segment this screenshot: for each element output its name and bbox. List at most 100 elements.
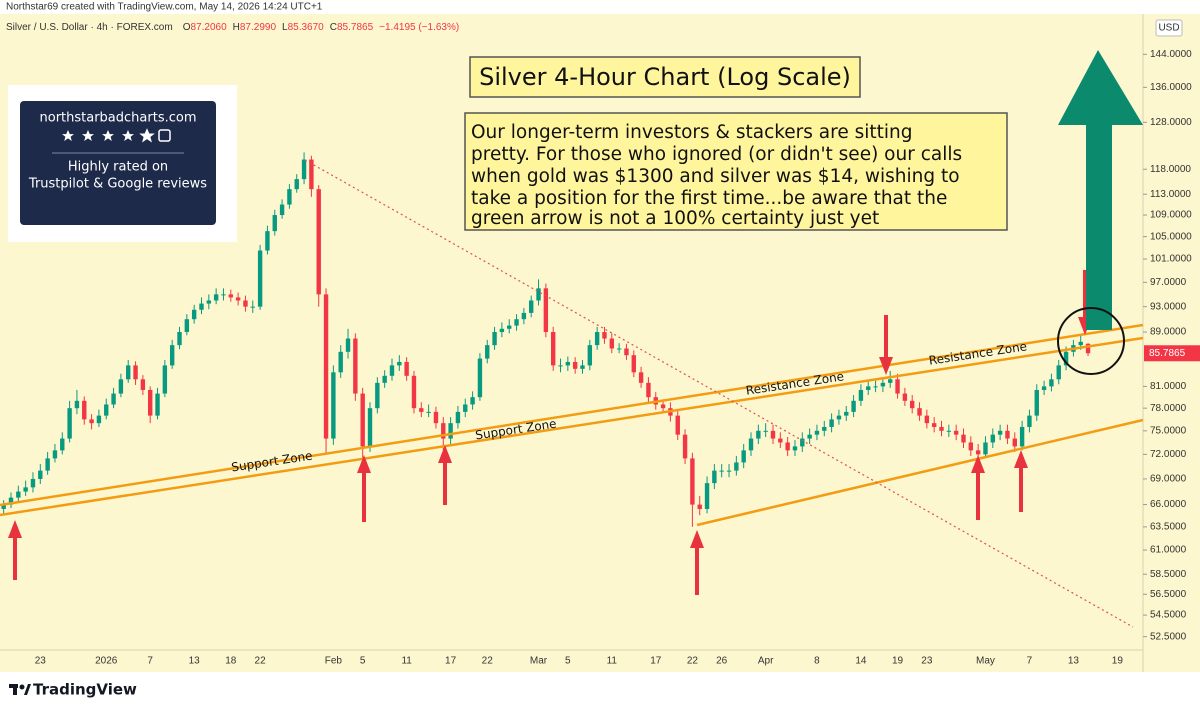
candle-body (953, 430, 959, 435)
candle-body (550, 332, 556, 366)
candle-body (902, 393, 908, 401)
candle-body (917, 408, 922, 416)
candle-body (16, 491, 21, 498)
candle-body (1, 504, 6, 509)
candle-body (279, 204, 285, 216)
candle-body (990, 434, 995, 443)
y-tick-label: 75.0000 (1150, 425, 1187, 436)
candle-body (191, 309, 197, 320)
note-box (464, 112, 1008, 231)
candle-body (265, 231, 270, 251)
candle-body (565, 361, 571, 366)
candle-body (844, 411, 849, 416)
y-tick-label: 93.0000 (1150, 301, 1187, 312)
candle-body (287, 189, 292, 205)
candle-body (1049, 379, 1054, 387)
candle-body (243, 300, 248, 307)
x-tick-label: 19 (892, 656, 904, 667)
y-tick-label: 144.0000 (1150, 49, 1192, 60)
badge-line2: Trustpilot & Google reviews (28, 177, 207, 192)
y-tick-label: 63.5000 (1150, 522, 1187, 533)
star (82, 130, 94, 141)
candle-body (426, 411, 431, 413)
candle-body (851, 400, 856, 412)
candle-body (257, 250, 263, 307)
candle-body (822, 426, 827, 431)
candle-body (60, 438, 65, 451)
candle-body (228, 294, 233, 298)
y-tick-label: 128.0000 (1150, 117, 1192, 128)
candle-body (895, 379, 900, 394)
candle-body (529, 300, 534, 313)
candle-body (375, 382, 380, 409)
candle-body (888, 379, 893, 383)
candle-body (294, 179, 299, 190)
badge (20, 101, 216, 225)
candle-body (389, 365, 395, 376)
candle-body (221, 294, 226, 296)
note-line: green arrow is not a 100% certainty just… (471, 208, 879, 229)
candle-body (309, 159, 314, 190)
candle-body (543, 288, 549, 333)
candle-body (74, 400, 80, 409)
candle-body (38, 470, 43, 479)
credit: Northstar69 created with TradingView.com… (6, 2, 323, 13)
currency-box[interactable] (1155, 19, 1183, 37)
y-tick-label: 113.0000 (1150, 189, 1191, 200)
candle-body (360, 393, 365, 447)
y-tick-label: 81.0000 (1150, 381, 1187, 392)
candle-body (485, 345, 490, 359)
candle-body (616, 348, 622, 350)
stars (62, 128, 155, 143)
y-tick-label: 78.0000 (1150, 403, 1187, 414)
x-tick-label: 13 (189, 656, 201, 667)
candle-body (477, 358, 483, 398)
candle-body (448, 423, 453, 439)
candle-body (741, 450, 746, 463)
candle-body (235, 297, 241, 301)
x-tick-label: 22 (255, 656, 267, 667)
candle-body (213, 294, 219, 301)
candle-body (704, 483, 710, 509)
x-tick-label: 17 (650, 656, 662, 667)
last-price-label: 85.7865 (1149, 348, 1186, 359)
candle-body (382, 375, 387, 383)
red-arrow (971, 455, 985, 520)
candle-body (126, 365, 131, 380)
x-tick-label: Apr (758, 656, 774, 667)
note-line: Our longer-term investors & stackers are… (471, 122, 913, 143)
candle-body (323, 294, 329, 439)
candle-body (404, 361, 409, 376)
x-tick-label: 2026 (95, 656, 118, 667)
check-icon (158, 129, 171, 142)
y-tick-label: 72.0000 (1150, 449, 1187, 460)
arrows (8, 270, 1092, 595)
candle-body (45, 458, 50, 471)
x-tick-label: 17 (445, 656, 457, 667)
candle-body (111, 393, 116, 405)
zone-line (0, 323, 1144, 507)
candle-body (712, 470, 717, 484)
red-arrow (8, 520, 22, 580)
candle-body (682, 434, 688, 459)
candle-body (946, 430, 952, 432)
candle-body (514, 319, 519, 326)
y-tick-label: 52.5000 (1150, 631, 1187, 642)
candle-body (939, 426, 944, 431)
candle-body (594, 332, 600, 346)
candle-body (858, 389, 864, 401)
candle-body (23, 487, 28, 492)
candle-body (441, 423, 446, 439)
candle-body (631, 355, 636, 373)
title-box (469, 56, 861, 98)
chart-title: Silver 4-Hour Chart (Log Scale) (479, 63, 851, 91)
candle-body (756, 430, 761, 439)
x-tick-label: Feb (325, 656, 343, 667)
candle-body (975, 450, 981, 455)
candle-body (30, 478, 36, 488)
candle-body (697, 504, 702, 509)
candle-body (89, 419, 94, 424)
y-tick-label: 89.0000 (1150, 327, 1187, 338)
star (139, 128, 155, 143)
